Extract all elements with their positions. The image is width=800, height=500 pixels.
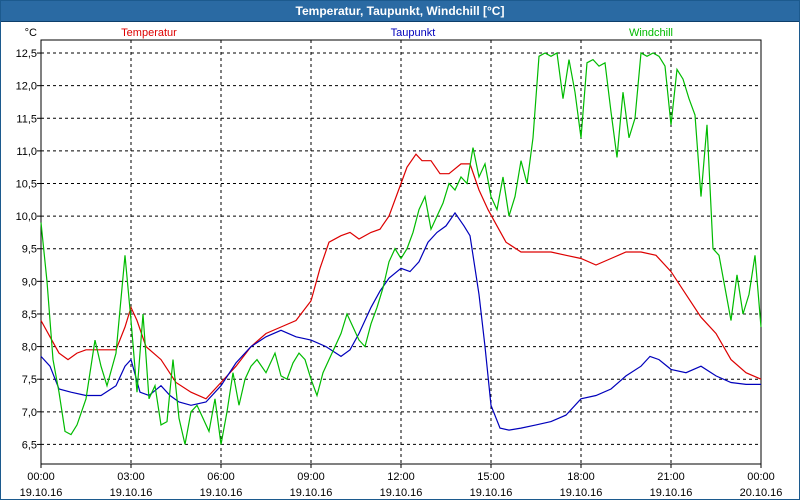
y-tick-label: 12,0 [16, 81, 37, 93]
x-tick-date-label: 20.10.16 [740, 487, 783, 499]
y-tick-label: 12,5 [16, 48, 37, 60]
x-tick-date-label: 19.10.16 [290, 487, 333, 499]
y-tick-label: 9,0 [22, 276, 37, 288]
legend-label-windchill: Windchill [629, 27, 673, 39]
x-tick-date-label: 19.10.16 [470, 487, 513, 499]
x-tick-time-label: 06:00 [207, 471, 235, 483]
x-tick-time-label: 03:00 [117, 471, 145, 483]
y-tick-label: 10,5 [16, 179, 37, 191]
y-tick-label: 7,0 [22, 407, 37, 419]
window-title: Temperatur, Taupunkt, Windchill [°C] [295, 4, 505, 18]
x-tick-date-label: 19.10.16 [650, 487, 693, 499]
axis-labels: 6,5 7,0 7,5 8,0 8,5 9,0 9,5 10,0 10,5 11,0 11,5 12,… [16, 27, 783, 499]
line-chart: 6,5 7,0 7,5 8,0 8,5 9,0 9,5 10,0 10,5 11,0 11,5 12,… [16, 27, 783, 499]
y-tick-label: 10,0 [16, 211, 37, 223]
y-tick-label: 8,0 [22, 342, 37, 354]
y-tick-label: 11,5 [16, 113, 37, 125]
x-tick-time-label: 00:00 [27, 471, 55, 483]
x-tick-time-label: 21:00 [657, 471, 685, 483]
x-tick-date-label: 19.10.16 [380, 487, 423, 499]
x-tick-date-label: 19.10.16 [110, 487, 153, 499]
x-tick-date-label: 19.10.16 [20, 487, 63, 499]
plot-area-border [40, 39, 762, 465]
x-tick-time-label: 18:00 [567, 471, 595, 483]
y-tick-label: 6,5 [22, 439, 37, 451]
y-tick-label: 8,5 [22, 309, 37, 321]
y-tick-label: 7,5 [22, 374, 37, 386]
legend: Temperatur Taupunkt Windchill [121, 27, 673, 39]
grid-lines [41, 40, 761, 464]
x-tick-time-label: 09:00 [297, 471, 325, 483]
x-tick-time-label: 12:00 [387, 471, 415, 483]
x-tick-date-label: 19.10.16 [560, 487, 603, 499]
series-lines [40, 52, 762, 445]
y-axis-unit: °C [25, 27, 37, 39]
x-tick-time-label: 00:00 [747, 471, 775, 483]
axes [37, 39, 762, 468]
x-tick-time-label: 15:00 [477, 471, 505, 483]
legend-label-taupunkt: Taupunkt [391, 27, 436, 39]
y-tick-label: 9,5 [22, 244, 37, 256]
y-tick-label: 11,0 [16, 146, 37, 158]
title-bar: Temperatur, Taupunkt, Windchill [°C] [1, 1, 799, 22]
x-tick-date-label: 19.10.16 [200, 487, 243, 499]
series-line-windchill [40, 52, 762, 445]
legend-label-temperatur: Temperatur [121, 27, 177, 39]
series-line-temperatur [40, 153, 762, 400]
